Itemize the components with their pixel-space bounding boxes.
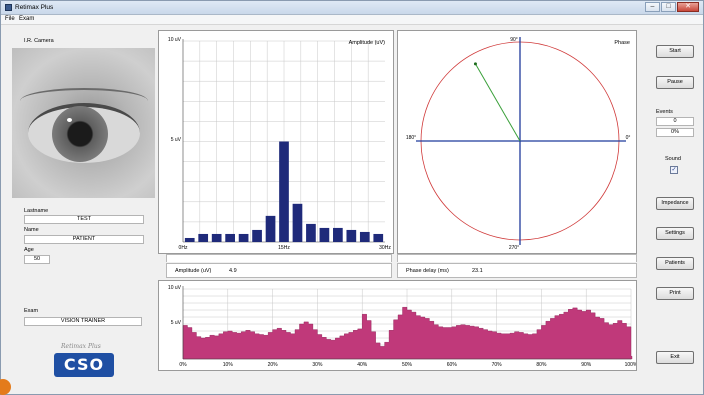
sound-checkbox[interactable]: ✓	[670, 166, 678, 174]
trend-ytick-10: 10 uV	[168, 285, 182, 291]
trend-xtick: 10%	[223, 362, 234, 368]
amplitude-ytick-10: 10 uV	[168, 37, 182, 43]
amplitude-xtick-15: 15Hz	[278, 245, 290, 251]
amplitude-bar	[279, 141, 289, 242]
trend-xtick: 70%	[492, 362, 503, 368]
name-field[interactable]: PATIENT	[24, 235, 144, 244]
trend-xtick: 0%	[179, 362, 187, 368]
minimize-button[interactable]: –	[645, 2, 660, 12]
phase-chart: Phase 90° 180° 0° 270°	[398, 31, 636, 253]
pause-button[interactable]: Pause	[656, 76, 694, 89]
corneal-reflection	[67, 118, 72, 122]
amplitude-readout-label: Amplitude (uV)	[175, 268, 212, 274]
window-title: Retimax Plus	[15, 4, 54, 11]
amplitude-title: Amplitude (uV)	[349, 40, 386, 46]
start-button[interactable]: Start	[656, 45, 694, 58]
amplitude-xtick-0: 0Hz	[179, 245, 188, 251]
amplitude-readout: Amplitude (uV) 4.9	[166, 263, 392, 278]
trend-xtick: 80%	[536, 362, 547, 368]
phase-readout-value: 23.1	[472, 268, 483, 274]
amplitude-bar	[265, 215, 276, 242]
phase-label-90: 90°	[510, 37, 518, 43]
amplitude-bar	[373, 233, 384, 242]
name-label: Name	[24, 227, 39, 233]
print-button[interactable]: Print	[656, 287, 694, 300]
phase-panel: Phase 90° 180° 0° 270°	[397, 30, 637, 254]
amplitude-panel: Amplitude (uV) 10 uV 5 uV 0Hz 15Hz 30Hz	[158, 30, 394, 254]
trend-ytick-5: 5 uV	[171, 320, 182, 326]
cso-logo: CSO	[54, 353, 114, 377]
exam-field[interactable]: VISION TRAINER	[24, 317, 142, 326]
camera-label: I.R. Camera	[24, 38, 54, 44]
amplitude-bar	[319, 227, 330, 242]
trend-xtick: 30%	[312, 362, 323, 368]
ir-camera-view	[12, 48, 155, 198]
amplitude-readout-top	[166, 254, 392, 262]
amplitude-bar	[238, 233, 249, 242]
phase-vector	[475, 63, 521, 142]
trend-xtick: 90%	[581, 362, 592, 368]
eyelid	[20, 88, 148, 114]
trend-xtick: 40%	[357, 362, 368, 368]
title-bar: Retimax Plus – □ ✕	[1, 1, 703, 15]
phase-label-270: 270°	[509, 245, 519, 251]
impedance-button[interactable]: Impedance	[656, 197, 694, 210]
app-icon	[5, 4, 12, 11]
age-label: Age	[24, 247, 34, 253]
status-dot	[0, 379, 11, 395]
amplitude-bar	[306, 223, 316, 242]
trend-xtick: 20%	[268, 362, 279, 368]
phase-readout-top	[397, 254, 637, 262]
amplitude-readout-value: 4.9	[229, 268, 237, 274]
age-field[interactable]: 50	[24, 255, 50, 264]
amplitude-bar	[346, 229, 357, 242]
menu-bar: File Exam	[1, 15, 703, 25]
trend-xtick: 50%	[402, 362, 413, 368]
menu-exam[interactable]: Exam	[19, 16, 35, 22]
amplitude-xtick-30: 30Hz	[379, 245, 391, 251]
amplitude-bar	[225, 233, 235, 242]
phase-readout-label: Phase delay (ms)	[406, 268, 449, 274]
trend-chart: 10 uV 5 uV 0% 10% 20% 30% 40% 50% 60% 70% 80% 90%…	[159, 281, 638, 370]
close-button[interactable]: ✕	[677, 2, 699, 12]
exit-button[interactable]: Exit	[656, 351, 694, 364]
amplitude-bar	[198, 233, 209, 242]
amplitude-ytick-5: 5 uV	[171, 137, 182, 143]
phase-label-180: 180°	[406, 135, 416, 141]
amplitude-bar	[252, 229, 262, 242]
events-percent-field: 0%	[656, 128, 694, 137]
trend-xtick: 100%	[625, 362, 636, 368]
lastname-field[interactable]: TEST	[24, 215, 144, 224]
controls-panel: Start Pause Events 0 0% Sound ✓ Impedanc…	[641, 31, 701, 391]
exam-label: Exam	[24, 308, 39, 314]
amplitude-bar	[359, 231, 370, 242]
maximize-button[interactable]: □	[661, 2, 676, 12]
events-count-field: 0	[656, 117, 694, 126]
phase-vector-tip	[473, 62, 477, 66]
settings-button[interactable]: Settings	[656, 227, 694, 240]
patients-button[interactable]: Patients	[656, 257, 694, 270]
iris	[52, 106, 108, 162]
trend-xtick: 60%	[447, 362, 458, 368]
trend-area	[182, 307, 633, 360]
amplitude-chart: Amplitude (uV) 10 uV 5 uV 0Hz 15Hz 30Hz	[159, 31, 393, 253]
amplitude-bar	[292, 203, 303, 242]
menu-file[interactable]: File	[5, 16, 15, 22]
phase-label-0: 0°	[626, 135, 631, 141]
logo-tagline: Retimax Plus	[61, 343, 101, 350]
phase-title: Phase	[614, 40, 630, 46]
amplitude-bar	[184, 237, 195, 242]
lastname-label: Lastname	[24, 208, 49, 214]
left-panel: I.R. Camera Lastname TEST Name PATIENT A…	[6, 31, 156, 391]
sound-label: Sound	[665, 156, 681, 162]
amplitude-bar	[333, 227, 343, 242]
amplitude-bar	[211, 233, 222, 242]
events-label: Events	[656, 109, 673, 115]
trend-panel: 10 uV 5 uV 0% 10% 20% 30% 40% 50% 60% 70% 80% 90%…	[158, 280, 638, 371]
phase-readout: Phase delay (ms) 23.1	[397, 263, 637, 278]
